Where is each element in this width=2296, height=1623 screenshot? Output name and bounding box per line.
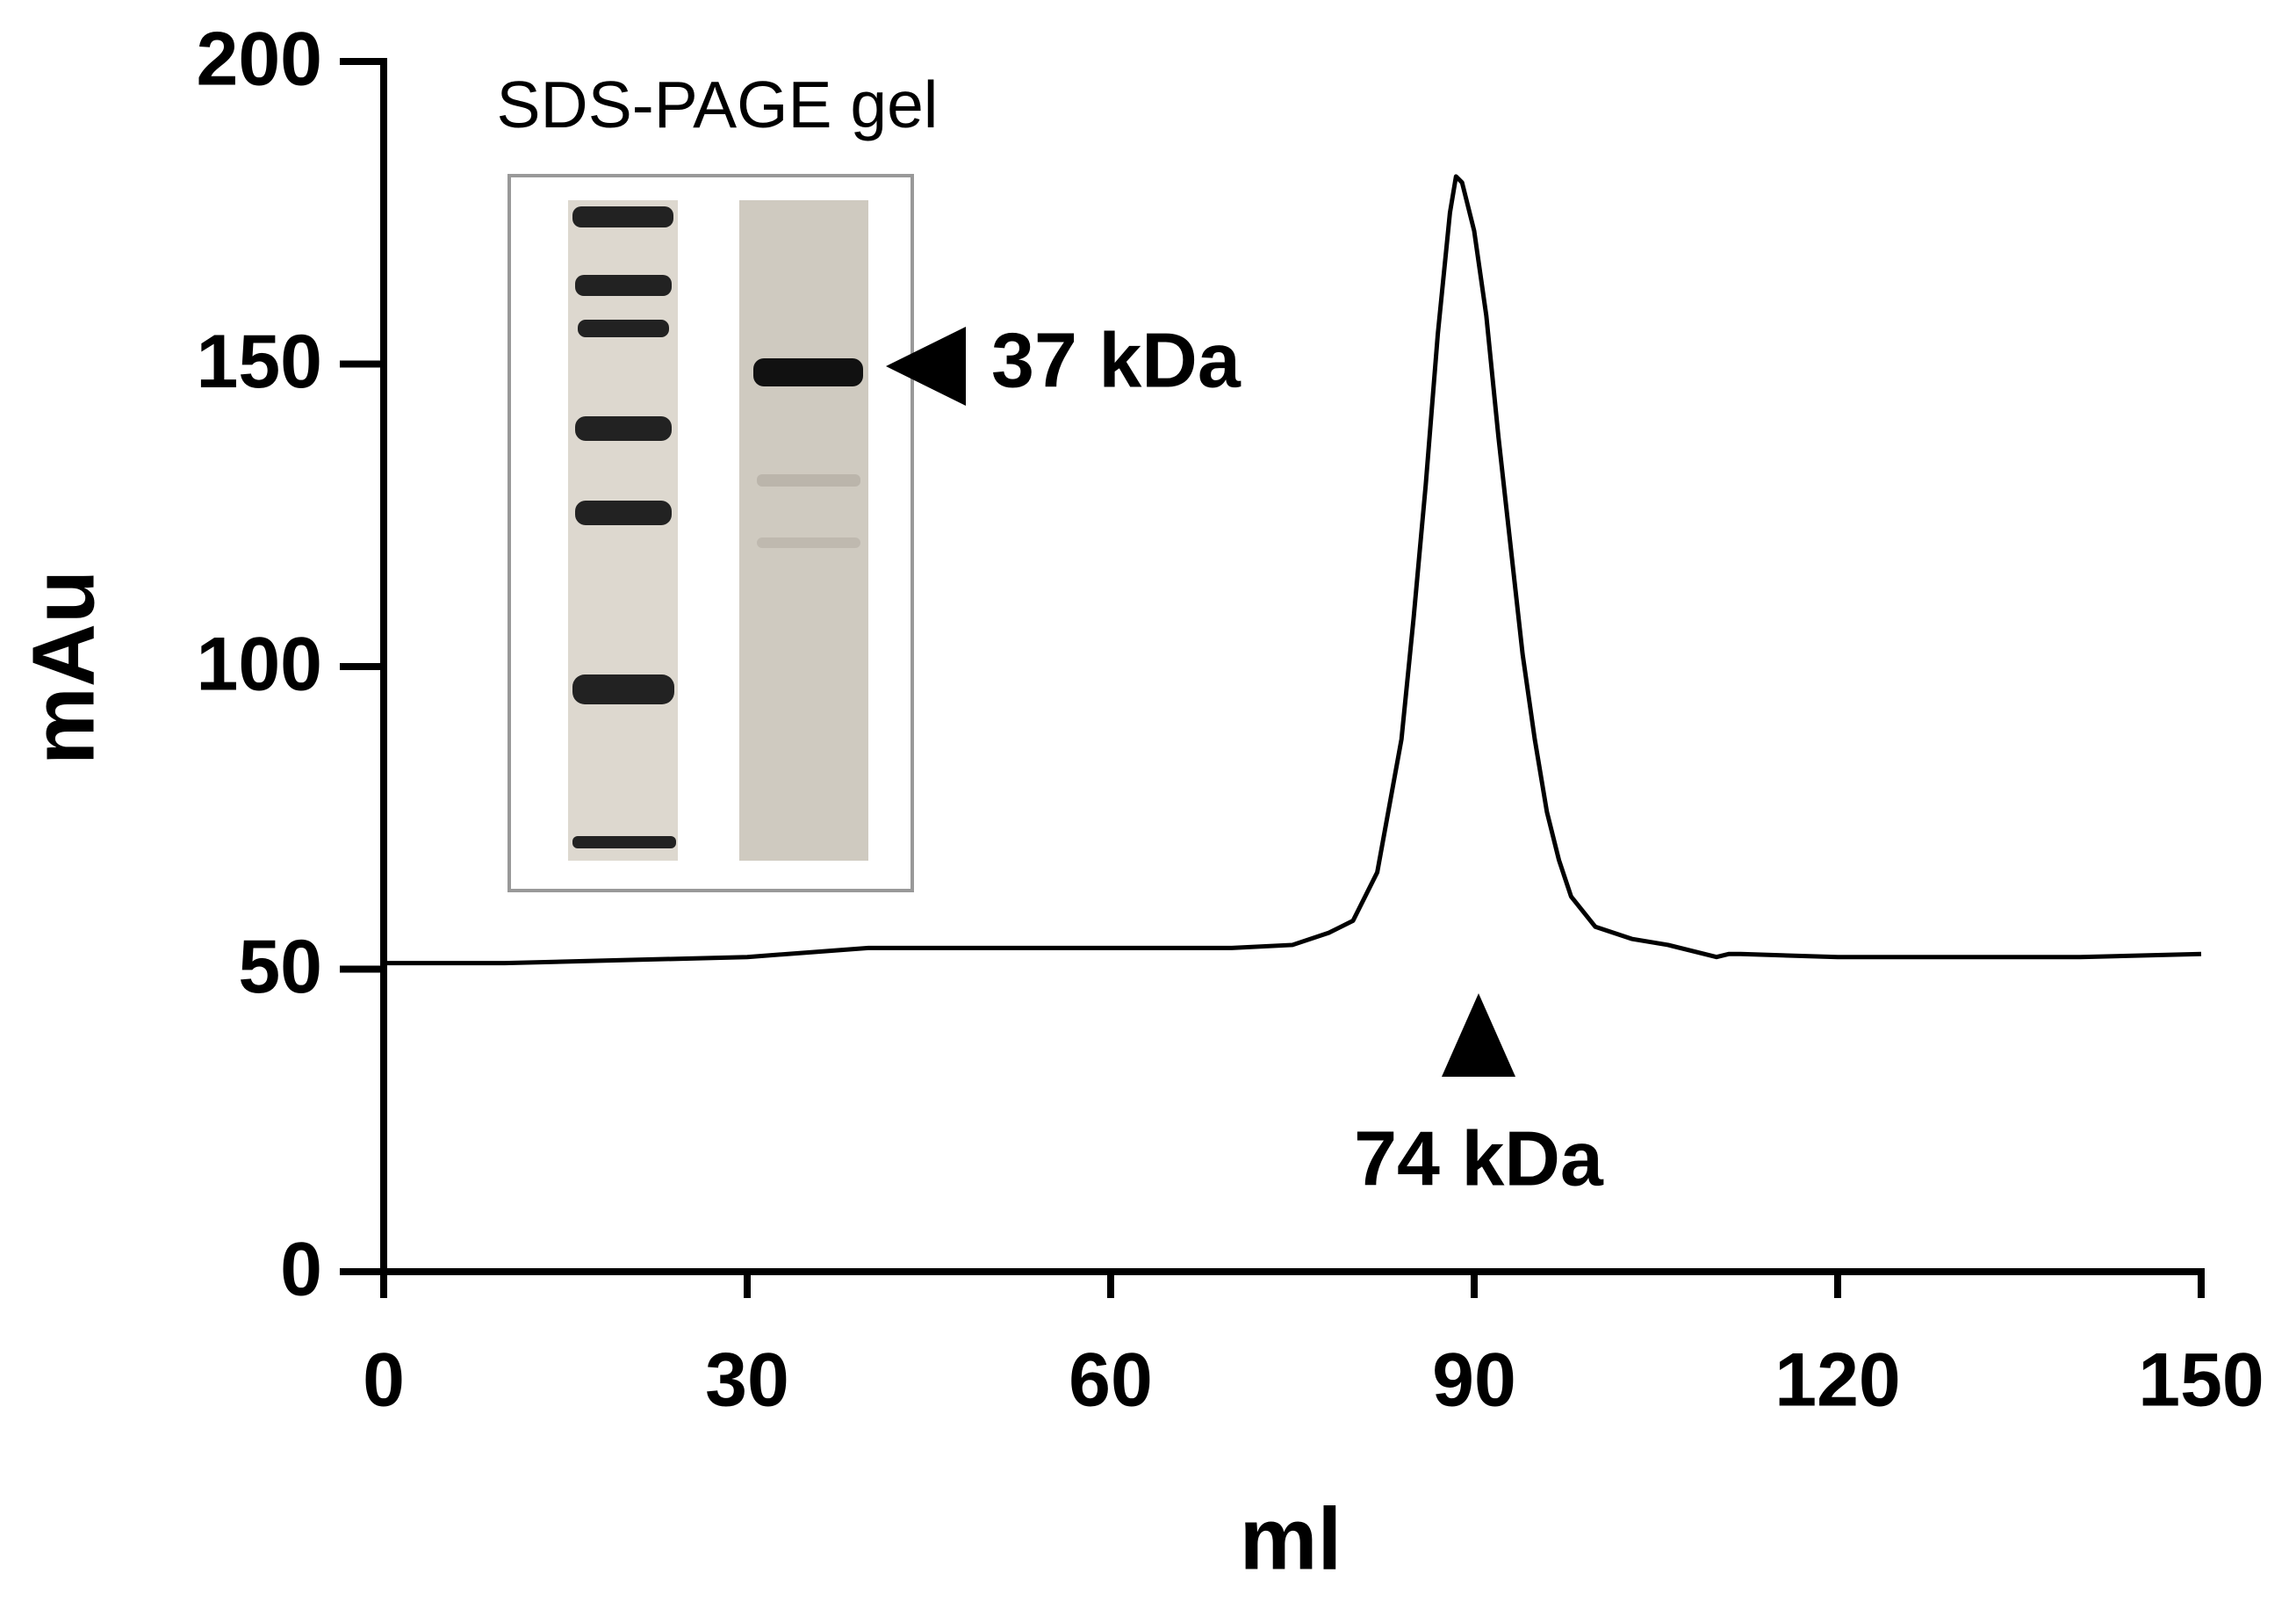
arrow-left [886,327,966,406]
peak-label: 74 kDa [1354,1114,1604,1201]
x-tick-label: 0 [363,1338,405,1423]
x-tick-label: 150 [2138,1338,2264,1423]
y-tick-label: 150 [197,320,323,404]
trace-line [384,174,2202,966]
gel-label: SDS-PAGE gel [497,68,939,141]
x-axis-title: ml [1240,1490,1342,1588]
ladder-bands [572,206,676,848]
gel-inset [507,174,914,892]
y-axis-title: mAu [14,570,112,765]
y-tick-label: 50 [238,925,322,1009]
arrow-up [1442,993,1515,1077]
x-tick-label: 60 [1069,1338,1153,1423]
x-tick-label: 30 [705,1338,789,1423]
faint-band [757,537,860,548]
sample-lane [739,200,868,861]
band-label: 37 kDa [991,316,1242,403]
y-tick-label: 100 [197,623,323,707]
y-tick-label: 0 [280,1228,322,1312]
y-tick-label: 200 [197,18,323,102]
x-tick-label: 90 [1432,1338,1516,1423]
x-tick-label: 120 [1774,1338,1901,1423]
ladder-lane [568,200,678,861]
sample-band [753,358,863,386]
faint-band [757,474,860,487]
